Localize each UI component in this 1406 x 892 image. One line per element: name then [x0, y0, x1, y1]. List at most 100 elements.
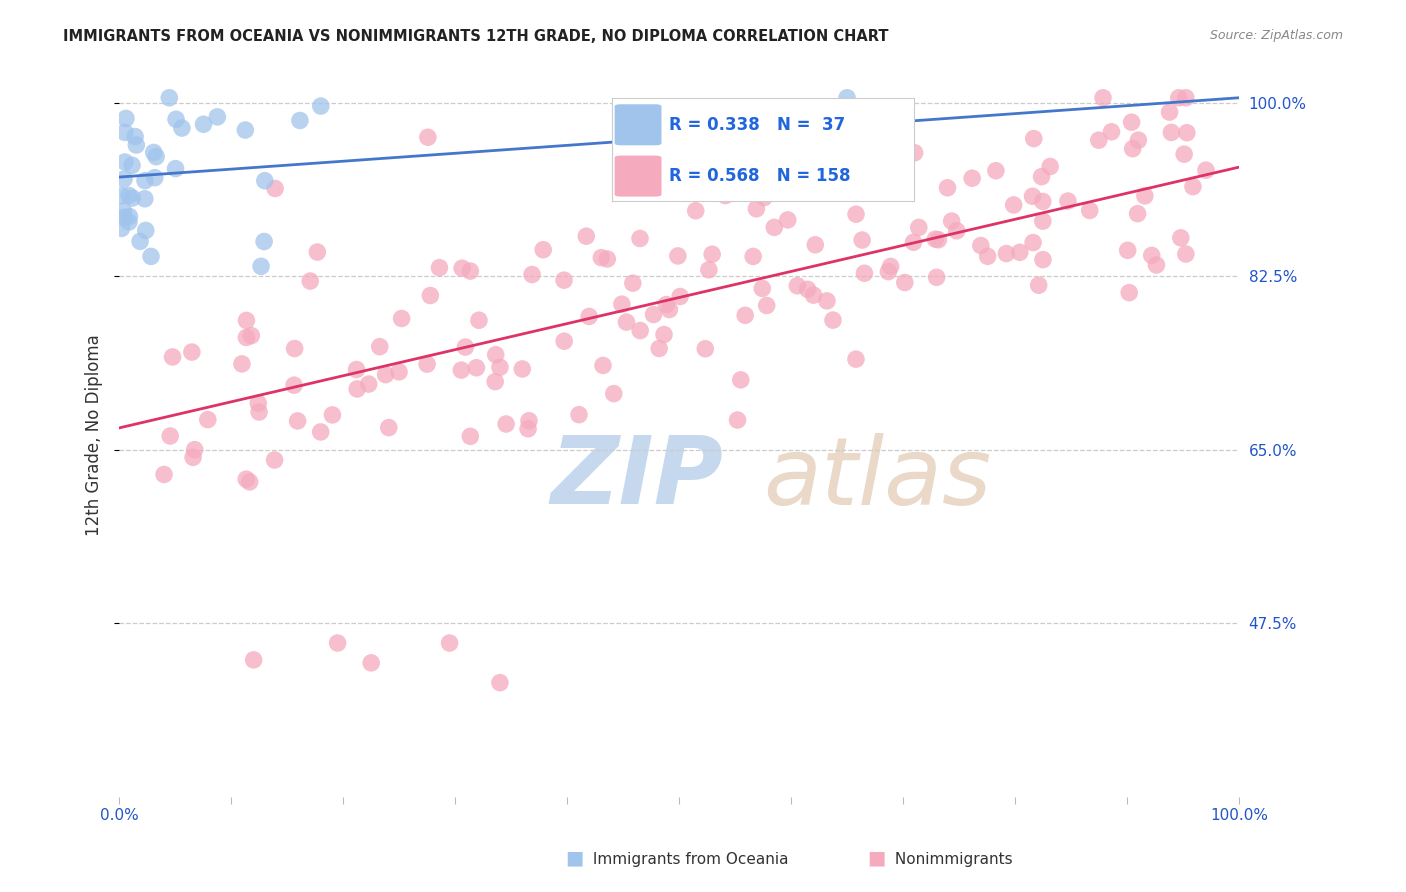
Point: [984, 163, 1007, 178]
Point: [416, 130, 439, 145]
Point: [125, 138, 148, 153]
Point: [970, 238, 993, 252]
Point: [751, 281, 773, 295]
Point: [1122, 142, 1144, 156]
Point: [1022, 235, 1045, 250]
Point: [1133, 189, 1156, 203]
Point: [1128, 133, 1150, 147]
Point: [745, 202, 768, 216]
Point: [485, 348, 508, 362]
Point: [1170, 231, 1192, 245]
Point: [1008, 245, 1031, 260]
Point: [489, 360, 512, 375]
Point: [180, 345, 202, 359]
Point: [465, 360, 488, 375]
Point: [145, 150, 167, 164]
Point: [112, 172, 135, 186]
Point: [165, 161, 187, 176]
Point: [231, 357, 253, 371]
Point: [904, 145, 927, 160]
Point: [793, 172, 815, 186]
Point: [309, 99, 332, 113]
FancyBboxPatch shape: [614, 104, 661, 145]
Point: [458, 429, 481, 443]
Point: [299, 274, 322, 288]
Point: [112, 204, 135, 219]
Text: Immigrants from Oceania: Immigrants from Oceania: [588, 852, 789, 867]
Point: [1031, 169, 1053, 184]
Point: [118, 215, 141, 229]
Point: [183, 442, 205, 457]
Point: [865, 169, 887, 183]
Point: [815, 293, 838, 308]
Point: [1160, 125, 1182, 139]
Point: [520, 268, 543, 282]
Point: [321, 408, 343, 422]
Point: [648, 342, 671, 356]
Point: [628, 324, 651, 338]
Point: [835, 91, 858, 105]
Point: [129, 235, 152, 249]
Point: [851, 233, 873, 247]
Point: [658, 302, 681, 317]
Y-axis label: 12th Grade, No Diploma: 12th Grade, No Diploma: [86, 334, 103, 536]
Point: [159, 429, 181, 443]
Point: [853, 266, 876, 280]
Text: R = 0.338   N =  37: R = 0.338 N = 37: [669, 116, 845, 134]
Point: [995, 246, 1018, 260]
Point: [610, 297, 633, 311]
Point: [193, 117, 215, 131]
Point: [1116, 244, 1139, 258]
Point: [416, 357, 439, 371]
Point: [429, 260, 451, 275]
Point: [139, 249, 162, 263]
Point: [134, 192, 156, 206]
Point: [568, 408, 591, 422]
Point: [669, 289, 692, 303]
Point: [247, 405, 270, 419]
Point: [763, 220, 786, 235]
Point: [153, 467, 176, 482]
Point: [553, 273, 575, 287]
Point: [135, 223, 157, 237]
Point: [668, 168, 690, 182]
Point: [112, 211, 135, 225]
Text: ■: ■: [565, 848, 583, 867]
Point: [517, 422, 540, 436]
Point: [162, 350, 184, 364]
Point: [877, 264, 900, 278]
Point: [592, 359, 614, 373]
Point: [134, 174, 156, 188]
Point: [235, 313, 257, 327]
Point: [450, 363, 472, 377]
Point: [1028, 278, 1050, 293]
Point: [643, 308, 665, 322]
Point: [1078, 203, 1101, 218]
Point: [142, 145, 165, 160]
Point: [110, 221, 132, 235]
Point: [165, 112, 187, 127]
Point: [821, 313, 844, 327]
Point: [742, 249, 765, 263]
Point: [786, 278, 808, 293]
Point: [114, 125, 136, 139]
Point: [894, 276, 917, 290]
Point: [451, 261, 474, 276]
Text: atlas: atlas: [763, 433, 991, 524]
Point: [121, 191, 143, 205]
Point: [439, 636, 461, 650]
Point: [903, 235, 925, 250]
Point: [378, 420, 401, 434]
Point: [1032, 194, 1054, 209]
Point: [845, 352, 868, 367]
Point: [207, 110, 229, 124]
Point: [925, 270, 948, 285]
Point: [1159, 105, 1181, 120]
Text: R = 0.568   N = 158: R = 0.568 N = 158: [669, 167, 851, 185]
Point: [110, 188, 132, 202]
Point: [288, 113, 311, 128]
Point: [517, 414, 540, 428]
Point: [927, 233, 949, 247]
Point: [727, 413, 749, 427]
Point: [776, 213, 799, 227]
